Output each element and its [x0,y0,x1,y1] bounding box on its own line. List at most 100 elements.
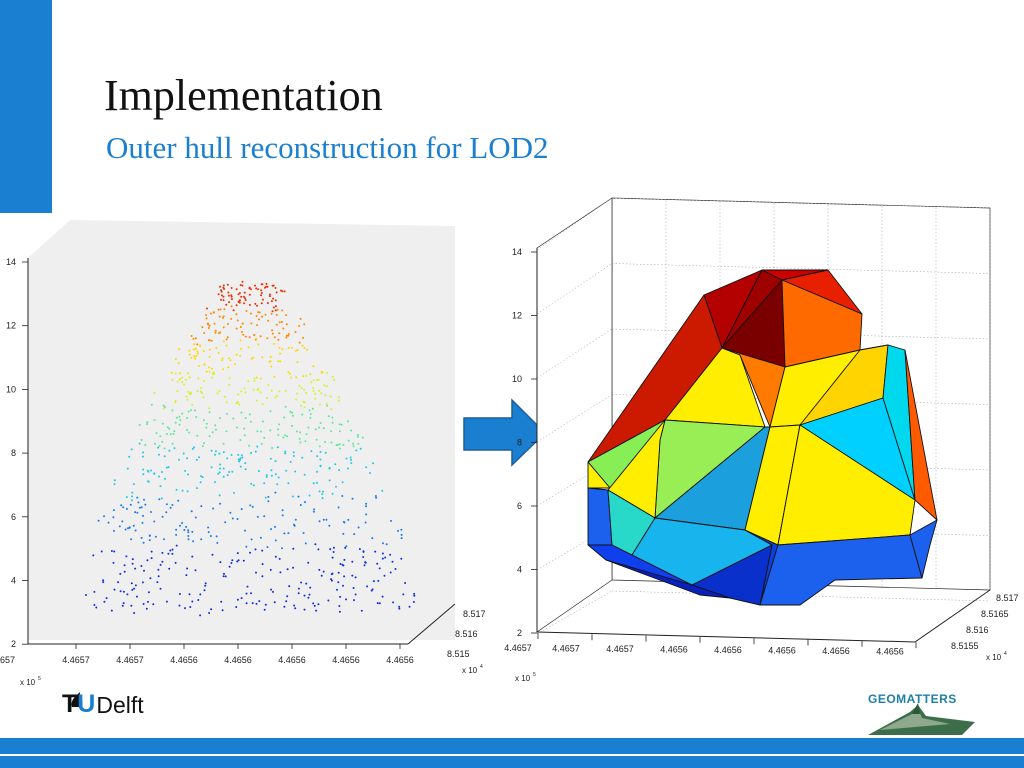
scatter-point [315,438,318,441]
scatter-point [274,555,277,558]
scatter-point [265,282,268,285]
scatter-point [256,304,258,307]
scatter-point [200,505,203,508]
scatter-point [174,401,177,404]
scatter-point [251,505,254,508]
scatter-point [169,549,172,552]
scatter-point [236,560,239,563]
scatter-point [313,508,315,511]
scatter-point [240,508,243,511]
scatter-point [192,348,195,351]
scatter-point [255,315,258,317]
scatter-point [291,411,294,414]
scatter-point [147,591,150,594]
right-x-tick-label: 4.4657 [552,644,580,654]
scatter-point [305,433,308,436]
scatter-point [190,409,192,412]
scatter-point [331,416,334,419]
scatter-point [307,426,310,429]
scatter-point [286,435,289,438]
right-y-ticks: 8.517 8.5165 8.516 8.5155 [951,593,1019,651]
scatter-point [207,526,210,529]
scatter-point [267,319,270,322]
scatter-point [203,380,206,382]
scatter-point [196,352,199,355]
scatter-point [346,467,349,470]
scatter-point [191,403,194,406]
scatter-point [324,394,327,397]
scatter-point [236,552,239,555]
scatter-point [345,457,348,460]
scatter-point [171,504,174,506]
scatter-point [161,422,164,425]
scatter-point [268,295,271,298]
scatter-point [140,439,143,441]
scatter-point [197,365,200,367]
scatter-point [188,431,191,434]
scatter-point [309,373,312,376]
scatter-point [318,520,321,523]
scatter-point [360,609,363,612]
scatter-point [280,320,283,323]
scatter-point [260,430,262,433]
scatter-point [381,557,384,560]
scatter-point [184,469,187,472]
scatter-point [281,509,284,512]
scatter-point [142,514,144,517]
scatter-point [312,379,315,382]
scatter-point [166,426,169,429]
right-z-tick-label: 4 [517,565,522,575]
scatter-point [138,506,141,509]
scatter-point [228,383,231,386]
scatter-point [130,448,133,451]
scatter-point [267,384,270,386]
scatter-point [249,420,252,423]
scatter-point [144,503,147,506]
scatter-point [261,575,264,578]
scatter-point [167,552,170,555]
scatter-point [400,557,403,560]
scatter-point [157,568,160,571]
scatter-point [321,371,324,374]
scatter-point [122,602,125,605]
scatter-point [159,563,162,566]
scatter-point [350,429,353,432]
scatter-point [146,559,149,562]
scatter-point [248,413,251,416]
scatter-point [311,407,314,410]
scatter-point [305,374,308,377]
scatter-point [132,524,135,527]
scatter-point [352,445,355,448]
scatter-point [383,574,386,577]
scatter-point [159,485,162,488]
scatter-point [158,444,161,447]
scatter-point [327,415,330,418]
scatter-point [299,504,302,506]
scatter-point [192,337,195,340]
scatter-point [230,287,233,289]
scatter-point [332,551,335,553]
scatter-point [214,329,217,332]
scatter-point [126,467,129,470]
scatter-point [217,472,220,475]
left-z-tick-label: 12 [6,321,16,331]
scatter-point [305,582,308,585]
scatter-point [263,482,266,485]
scatter-point [390,519,392,522]
scatter-point [165,466,168,469]
right-z-tick-label: 2 [517,628,522,638]
scatter-point [306,348,309,351]
scatter-point [372,462,375,465]
scatter-point [263,436,266,439]
scatter-point [266,285,269,288]
scatter-point [242,333,245,336]
scatter-point [155,432,158,435]
scatter-point [136,595,138,598]
scatter-point [235,353,238,356]
scatter-point [237,293,240,296]
scatter-point [352,587,355,589]
scatter-point [239,284,242,287]
scatter-point [287,532,290,535]
scatter-point [314,428,317,431]
scatter-point [325,402,328,405]
